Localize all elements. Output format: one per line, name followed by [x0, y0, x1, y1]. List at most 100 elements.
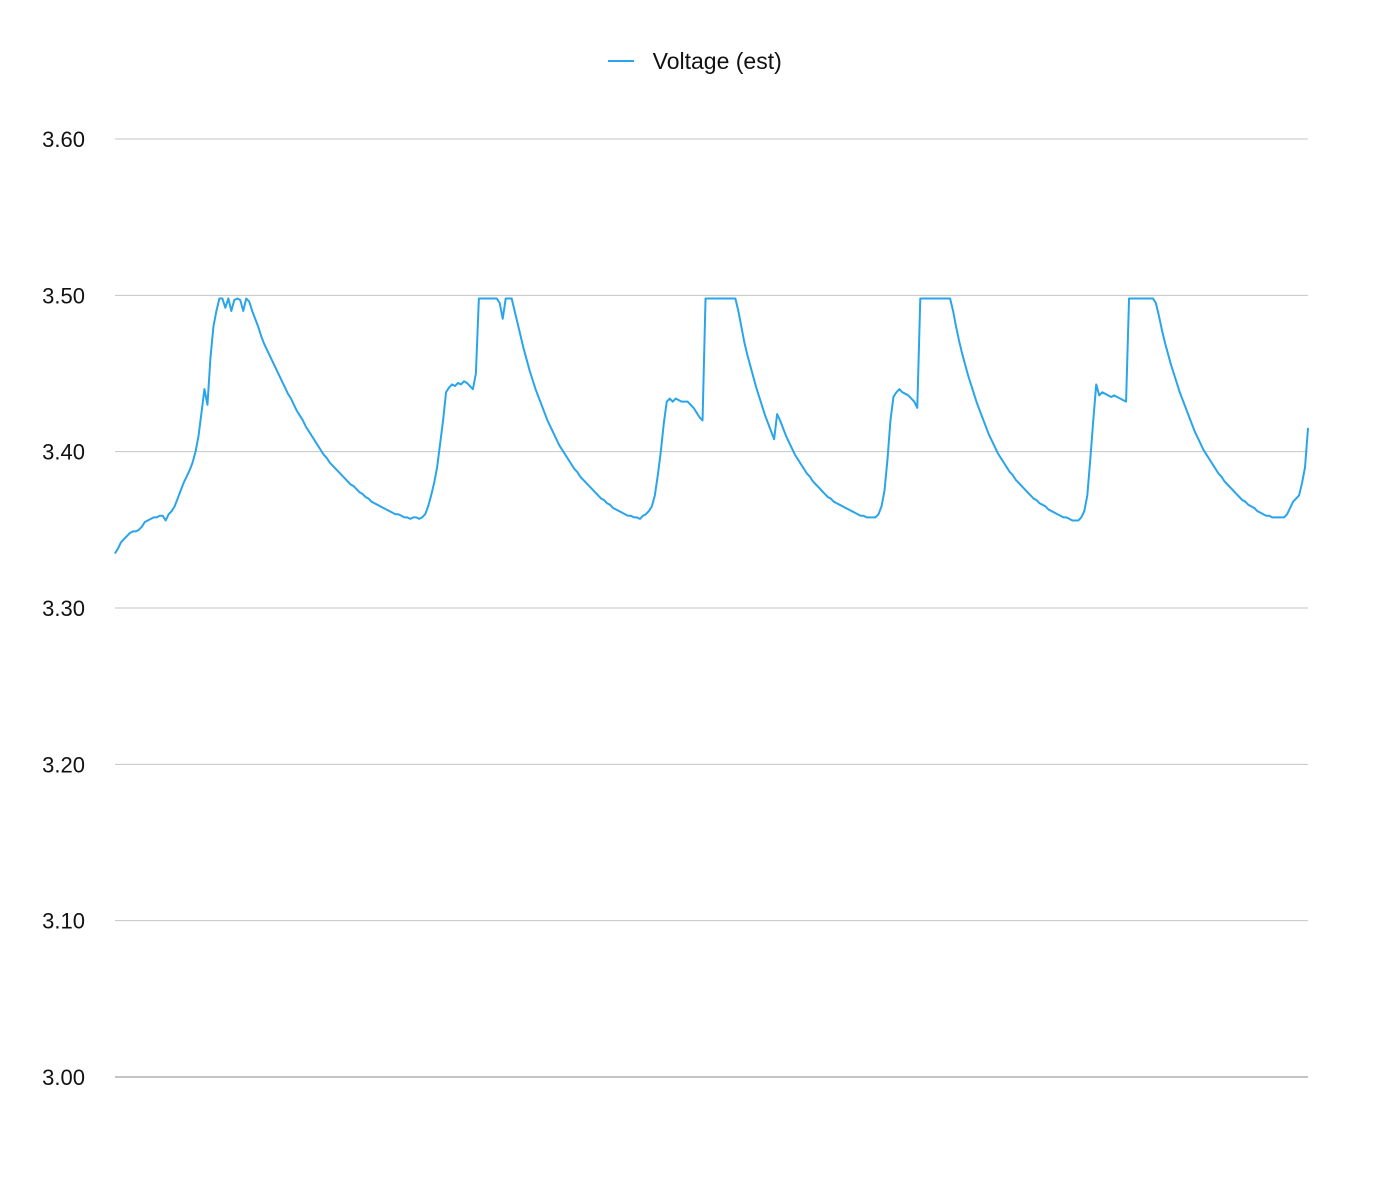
data-point — [639, 518, 641, 520]
data-point — [445, 391, 447, 393]
data-point — [1149, 297, 1151, 300]
data-point — [1033, 497, 1035, 500]
y-tick-label: 3.30 — [42, 596, 85, 621]
data-point — [815, 483, 817, 486]
data-point — [731, 297, 733, 300]
data-point — [353, 485, 355, 487]
data-point — [251, 310, 253, 312]
data-point — [660, 451, 662, 453]
data-point — [690, 404, 692, 406]
data-point — [588, 485, 590, 487]
data-point — [654, 494, 656, 497]
data-point — [663, 422, 665, 425]
data-point — [415, 516, 417, 518]
data-point — [937, 297, 939, 300]
data-point — [851, 510, 853, 512]
data-point — [833, 501, 835, 503]
y-tick-label: 3.10 — [42, 909, 85, 934]
data-point — [1208, 458, 1211, 461]
data-point — [1262, 513, 1264, 515]
data-point — [296, 410, 298, 412]
data-point — [418, 518, 420, 520]
data-point — [424, 513, 426, 515]
data-point — [773, 438, 775, 440]
data-point — [364, 496, 367, 498]
data-point — [642, 515, 644, 517]
data-point — [1050, 510, 1053, 512]
data-point — [618, 510, 620, 512]
data-point — [958, 340, 960, 342]
data-point — [528, 369, 531, 371]
data-point — [1000, 457, 1002, 459]
data-point — [597, 494, 599, 497]
data-point — [865, 516, 868, 518]
data-point — [1232, 490, 1235, 492]
data-point — [451, 383, 453, 386]
data-point — [892, 396, 895, 398]
data-point — [886, 458, 889, 461]
data-point — [543, 411, 546, 414]
data-point — [857, 513, 859, 515]
series-line-voltage — [114, 297, 1309, 554]
y-tick-label: 3.60 — [42, 127, 85, 152]
data-point — [311, 435, 313, 437]
data-point — [242, 310, 244, 312]
data-point — [848, 508, 850, 511]
y-tick-label: 3.50 — [42, 283, 85, 308]
data-point — [1092, 419, 1094, 421]
data-point — [1250, 505, 1252, 507]
data-point — [1188, 415, 1190, 417]
data-point — [135, 530, 137, 533]
data-point — [460, 383, 462, 386]
data-point — [188, 469, 191, 472]
data-point — [358, 491, 361, 493]
data-point — [520, 335, 522, 337]
data-point — [782, 427, 784, 429]
data-point — [698, 416, 701, 418]
data-point — [552, 432, 555, 434]
data-point — [1307, 427, 1309, 429]
data-point — [1214, 468, 1217, 470]
data-point — [299, 415, 301, 417]
data-point — [988, 433, 990, 436]
data-point — [162, 515, 164, 517]
data-point — [385, 508, 388, 511]
data-point — [821, 490, 823, 492]
data-point — [400, 515, 402, 517]
data-point — [215, 310, 218, 312]
data-point — [183, 482, 185, 484]
data-point — [376, 504, 379, 506]
data-point — [230, 310, 232, 312]
data-point — [1059, 515, 1062, 517]
data-point — [1194, 430, 1196, 432]
data-point — [755, 386, 757, 389]
data-point — [227, 297, 229, 300]
data-point — [335, 468, 337, 470]
data-point — [517, 322, 519, 325]
data-point — [534, 388, 537, 390]
data-point — [1107, 394, 1109, 396]
data-point — [1170, 363, 1172, 365]
data-point — [687, 401, 689, 403]
data-point — [1277, 516, 1279, 518]
data-point — [1003, 462, 1005, 464]
data-point — [719, 297, 722, 300]
data-point — [1140, 297, 1142, 300]
grid-lines — [115, 138, 1308, 1078]
data-point — [710, 297, 713, 300]
data-point — [1012, 474, 1014, 476]
data-point — [469, 385, 471, 387]
data-point — [603, 499, 605, 501]
data-point — [1134, 297, 1136, 300]
data-point — [669, 397, 671, 400]
data-point — [672, 401, 674, 403]
data-point — [1185, 407, 1187, 409]
data-point — [233, 299, 235, 301]
data-point — [1223, 480, 1226, 482]
data-point — [475, 372, 477, 375]
data-point — [1244, 501, 1246, 503]
data-point — [1030, 494, 1032, 497]
data-point — [1238, 496, 1240, 498]
data-point — [916, 407, 918, 409]
data-point — [436, 466, 438, 468]
